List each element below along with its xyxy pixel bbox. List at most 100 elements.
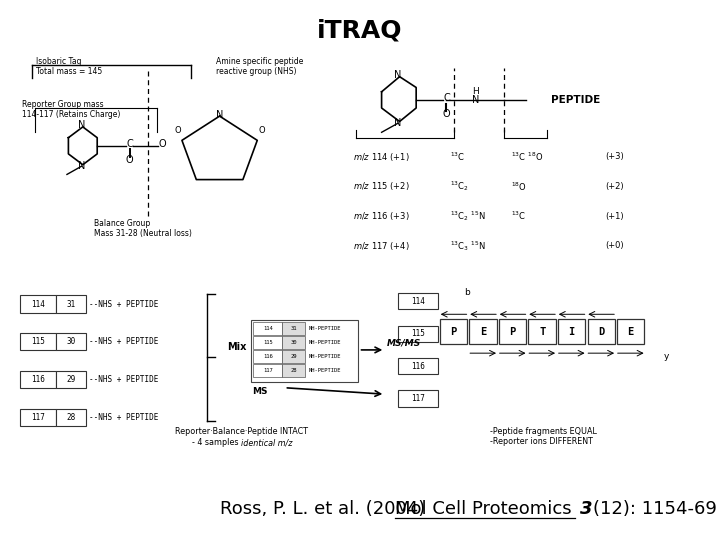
Text: 115: 115 <box>31 338 45 346</box>
FancyBboxPatch shape <box>558 319 585 344</box>
Text: 29: 29 <box>67 375 76 384</box>
Text: -Peptide fragments EQUAL
-Reporter ions DIFFERENT: -Peptide fragments EQUAL -Reporter ions … <box>490 427 596 446</box>
Text: iTRAQ: iTRAQ <box>318 19 402 43</box>
Text: I: I <box>569 327 575 336</box>
FancyBboxPatch shape <box>56 333 86 350</box>
Text: MS: MS <box>252 387 268 396</box>
FancyBboxPatch shape <box>398 358 438 374</box>
Text: Reporter·Balance·Peptide INTACT: Reporter·Balance·Peptide INTACT <box>175 427 307 436</box>
FancyBboxPatch shape <box>588 319 615 344</box>
Text: NH-PEPTIDE: NH-PEPTIDE <box>308 354 341 359</box>
Text: 30: 30 <box>67 338 76 346</box>
Text: O: O <box>174 126 181 135</box>
Text: Isobaric Tag
Total mass = 145: Isobaric Tag Total mass = 145 <box>36 57 102 76</box>
Text: N: N <box>78 120 85 130</box>
Text: $^{13}$C: $^{13}$C <box>450 151 465 163</box>
Text: MS/MS: MS/MS <box>387 339 421 347</box>
Text: 31: 31 <box>290 326 297 331</box>
Text: $^{13}$C$_2$: $^{13}$C$_2$ <box>450 179 469 193</box>
Text: 31: 31 <box>67 300 76 308</box>
FancyBboxPatch shape <box>20 371 56 388</box>
Text: (12): 1154-69: (12): 1154-69 <box>593 501 716 518</box>
FancyBboxPatch shape <box>20 409 56 426</box>
Text: T: T <box>539 327 545 336</box>
Text: 117: 117 <box>31 413 45 422</box>
Text: N: N <box>472 95 479 105</box>
Text: --NHS + PEPTIDE: --NHS + PEPTIDE <box>89 338 158 346</box>
Text: O: O <box>158 139 166 149</box>
FancyBboxPatch shape <box>251 320 358 382</box>
Text: $^{13}$C $^{18}$O: $^{13}$C $^{18}$O <box>511 151 544 163</box>
FancyBboxPatch shape <box>398 293 438 309</box>
Text: b: b <box>464 288 469 297</box>
FancyBboxPatch shape <box>282 350 305 363</box>
Text: O: O <box>258 126 265 135</box>
FancyBboxPatch shape <box>56 295 86 313</box>
Text: N: N <box>78 161 85 171</box>
Text: identical m/z: identical m/z <box>241 438 293 448</box>
FancyBboxPatch shape <box>253 336 282 349</box>
FancyBboxPatch shape <box>56 409 86 426</box>
Text: $m/z$ 114 (+1): $m/z$ 114 (+1) <box>353 151 410 163</box>
Text: N: N <box>395 118 402 128</box>
Text: NH-PEPTIDE: NH-PEPTIDE <box>308 340 341 345</box>
FancyBboxPatch shape <box>56 371 86 388</box>
Text: --NHS + PEPTIDE: --NHS + PEPTIDE <box>89 413 158 422</box>
Text: 114: 114 <box>263 326 273 331</box>
Text: 116: 116 <box>411 362 426 370</box>
Text: --NHS + PEPTIDE: --NHS + PEPTIDE <box>89 375 158 384</box>
Text: 116: 116 <box>263 354 273 359</box>
Text: $^{13}$C$_3$ $^{15}$N: $^{13}$C$_3$ $^{15}$N <box>450 239 486 253</box>
Text: $^{13}$C$_2$ $^{15}$N: $^{13}$C$_2$ $^{15}$N <box>450 209 486 223</box>
Text: H: H <box>472 87 479 96</box>
Text: 115: 115 <box>263 340 273 345</box>
Text: 28: 28 <box>290 368 297 373</box>
FancyBboxPatch shape <box>253 322 282 335</box>
Text: $^{13}$C: $^{13}$C <box>511 210 526 222</box>
Text: $^{18}$O: $^{18}$O <box>511 180 527 192</box>
Text: PEPTIDE: PEPTIDE <box>552 95 600 105</box>
Text: 114: 114 <box>411 297 426 306</box>
FancyBboxPatch shape <box>20 295 56 313</box>
Text: N: N <box>216 110 223 120</box>
FancyBboxPatch shape <box>617 319 644 344</box>
Text: P: P <box>451 327 456 336</box>
Text: Amine specific peptide
reactive group (NHS): Amine specific peptide reactive group (N… <box>216 57 303 76</box>
Text: Mol Cell Proteomics: Mol Cell Proteomics <box>395 501 571 518</box>
Text: $m/z$ 116 (+3): $m/z$ 116 (+3) <box>353 210 410 222</box>
FancyBboxPatch shape <box>253 364 282 377</box>
Text: Ross, P. L. et al. (2004): Ross, P. L. et al. (2004) <box>220 501 431 518</box>
FancyBboxPatch shape <box>499 319 526 344</box>
Text: 116: 116 <box>31 375 45 384</box>
Text: Balance Group
Mass 31-28 (Neutral loss): Balance Group Mass 31-28 (Neutral loss) <box>94 219 192 238</box>
FancyBboxPatch shape <box>469 319 497 344</box>
Text: 117: 117 <box>411 394 426 403</box>
Text: NH-PEPTIDE: NH-PEPTIDE <box>308 326 341 331</box>
Text: NH-PEPTIDE: NH-PEPTIDE <box>308 368 341 373</box>
FancyBboxPatch shape <box>282 364 305 377</box>
Text: $m/z$ 115 (+2): $m/z$ 115 (+2) <box>353 180 410 192</box>
Text: C: C <box>443 93 450 103</box>
Text: --NHS + PEPTIDE: --NHS + PEPTIDE <box>89 300 158 308</box>
Text: 115: 115 <box>411 329 426 338</box>
Text: (+3): (+3) <box>605 152 624 161</box>
Text: C: C <box>126 139 133 149</box>
Text: E: E <box>628 327 634 336</box>
Text: - 4 samples: - 4 samples <box>192 438 241 448</box>
Text: Mix: Mix <box>227 342 246 352</box>
Text: 3: 3 <box>580 501 592 518</box>
Text: 30: 30 <box>290 340 297 345</box>
Text: O: O <box>126 156 133 165</box>
Text: 117: 117 <box>263 368 273 373</box>
Text: $m/z$ 117 (+4): $m/z$ 117 (+4) <box>353 240 410 252</box>
Text: D: D <box>598 327 604 336</box>
FancyBboxPatch shape <box>282 336 305 349</box>
Text: (+0): (+0) <box>605 241 624 250</box>
Text: 114: 114 <box>31 300 45 308</box>
FancyBboxPatch shape <box>398 390 438 407</box>
Text: y: y <box>663 352 669 361</box>
Text: N: N <box>395 70 402 79</box>
Text: (+1): (+1) <box>605 212 624 220</box>
FancyBboxPatch shape <box>440 319 467 344</box>
FancyBboxPatch shape <box>20 333 56 350</box>
